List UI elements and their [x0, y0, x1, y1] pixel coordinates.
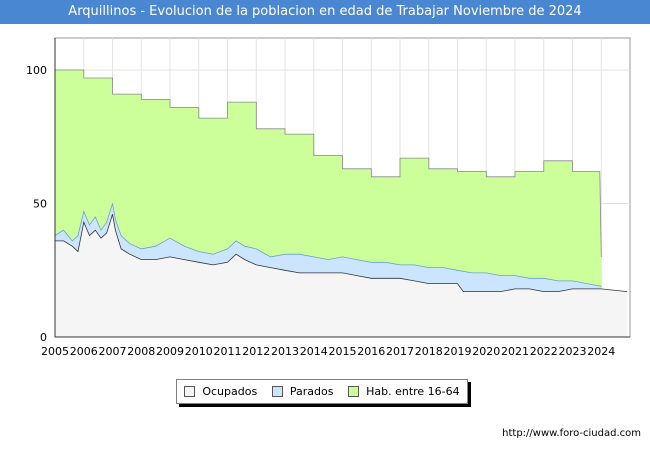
x-tick-2017: 2017 — [386, 345, 414, 358]
x-tick-2022: 2022 — [530, 345, 558, 358]
legend-item-ocupados[interactable]: Ocupados — [184, 385, 257, 398]
legend: Ocupados Parados Hab. entre 16-64 — [176, 379, 468, 404]
x-tick-2023: 2023 — [559, 345, 587, 358]
x-tick-2020: 2020 — [472, 345, 500, 358]
y-tick-100: 100 — [26, 64, 47, 77]
chart-title: Arquillinos - Evolucion de la poblacion … — [0, 0, 650, 24]
x-tick-2013: 2013 — [271, 345, 299, 358]
x-tick-2010: 2010 — [185, 345, 213, 358]
series-area-ocupados — [55, 214, 628, 337]
y-tick-50: 50 — [33, 198, 47, 211]
x-tick-2021: 2021 — [501, 345, 529, 358]
x-tick-2012: 2012 — [242, 345, 270, 358]
x-tick-2005: 2005 — [41, 345, 69, 358]
x-tick-2019: 2019 — [444, 345, 472, 358]
x-tick-2014: 2014 — [300, 345, 328, 358]
series-layer — [54, 69, 628, 337]
x-tick-2007: 2007 — [99, 345, 127, 358]
legend-swatch-ocupados — [184, 386, 196, 397]
x-tick-2006: 2006 — [70, 345, 98, 358]
legend-swatch-hab — [348, 386, 360, 397]
legend-label-ocupados: Ocupados — [202, 385, 258, 398]
source-link[interactable]: http://www.foro-ciudad.com — [502, 428, 641, 439]
series-line-ocupados — [55, 214, 628, 292]
series-line-hab-entre-16-64 — [55, 69, 602, 257]
x-tick-2008: 2008 — [127, 345, 155, 358]
legend-item-hab[interactable]: Hab. entre 16-64 — [348, 385, 460, 398]
x-tick-2011: 2011 — [214, 345, 242, 358]
y-tick-0: 0 — [40, 331, 47, 344]
x-tick-labels: 2005 2006 2007 2008 2009 2010 2011 2012 2013 2014… — [41, 345, 615, 358]
legend-label-hab: Hab. entre 16-64 — [366, 385, 460, 398]
x-tick-2018: 2018 — [415, 345, 443, 358]
x-tick-2016: 2016 — [357, 345, 385, 358]
x-tick-2009: 2009 — [156, 345, 184, 358]
x-tick-2024: 2024 — [587, 345, 615, 358]
y-tick-labels: 0 50 100 — [26, 64, 47, 344]
x-tick-2015: 2015 — [329, 345, 357, 358]
series-line-parados — [54, 203, 602, 287]
legend-label-parados: Parados — [289, 385, 334, 398]
legend-item-parados[interactable]: Parados — [271, 385, 334, 398]
legend-swatch-parados — [271, 386, 283, 397]
